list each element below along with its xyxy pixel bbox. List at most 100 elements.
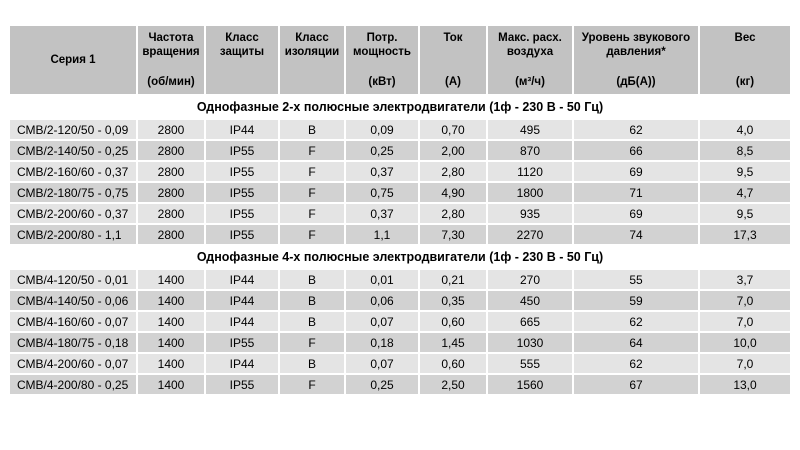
table-body: Однофазные 2-х полюсные электродвигатели… bbox=[10, 96, 790, 394]
value-cell: 1400 bbox=[138, 270, 204, 289]
value-cell: 935 bbox=[488, 204, 572, 223]
value-cell: 69 bbox=[574, 162, 698, 181]
value-cell: 555 bbox=[488, 354, 572, 373]
value-cell: IP55 bbox=[206, 375, 278, 394]
value-cell: 0,21 bbox=[420, 270, 486, 289]
value-cell: 17,3 bbox=[700, 225, 790, 244]
column-label: Частота вращения bbox=[142, 32, 200, 59]
value-cell: 1030 bbox=[488, 333, 572, 352]
column-label: Вес bbox=[734, 32, 756, 44]
section-title-row: Однофазные 2-х полюсные электродвигатели… bbox=[10, 96, 790, 118]
column-header-2: Класс защиты bbox=[206, 26, 278, 94]
value-cell: 62 bbox=[574, 354, 698, 373]
column-header-6: Макс. расх. воздуха (м³/ч) bbox=[488, 26, 572, 94]
value-cell: 1400 bbox=[138, 354, 204, 373]
section-title-row: Однофазные 4-х полюсные электродвигатели… bbox=[10, 246, 790, 268]
column-header-7: Уровень звукового давления* (дБ(А)) bbox=[574, 26, 698, 94]
value-cell: 59 bbox=[574, 291, 698, 310]
value-cell: 1400 bbox=[138, 375, 204, 394]
model-cell: СМВ/2-160/60 - 0,37 bbox=[10, 162, 136, 181]
value-cell: F bbox=[280, 225, 344, 244]
model-cell: СМВ/2-200/80 - 1,1 bbox=[10, 225, 136, 244]
table-row: СМВ/2-200/60 - 0,37 2800 IP55 F 0,37 2,80 935 6… bbox=[10, 204, 790, 223]
value-cell: IP55 bbox=[206, 183, 278, 202]
model-cell: СМВ/2-180/75 - 0,75 bbox=[10, 183, 136, 202]
value-cell: 2800 bbox=[138, 141, 204, 160]
value-cell: 66 bbox=[574, 141, 698, 160]
value-cell: 4,90 bbox=[420, 183, 486, 202]
column-header-wrap: Класс изоляции bbox=[283, 31, 341, 89]
value-cell: IP55 bbox=[206, 333, 278, 352]
value-cell: B bbox=[280, 120, 344, 139]
value-cell: 62 bbox=[574, 312, 698, 331]
value-cell: 2,00 bbox=[420, 141, 486, 160]
column-header-wrap: Вес (кг) bbox=[703, 31, 787, 89]
value-cell: B bbox=[280, 291, 344, 310]
model-cell: СМВ/4-200/60 - 0,07 bbox=[10, 354, 136, 373]
model-cell: СМВ/4-120/50 - 0,01 bbox=[10, 270, 136, 289]
section-title: Однофазные 2-х полюсные электродвигатели… bbox=[10, 96, 790, 118]
value-cell: 0,09 bbox=[346, 120, 418, 139]
model-cell: СМВ/4-160/60 - 0,07 bbox=[10, 312, 136, 331]
value-cell: 665 bbox=[488, 312, 572, 331]
column-unit: (м³/ч) bbox=[515, 75, 545, 88]
value-cell: 1120 bbox=[488, 162, 572, 181]
value-cell: F bbox=[280, 204, 344, 223]
table-head: Серия 1 Частота вращения (об/мин) Класс защ… bbox=[10, 26, 790, 94]
value-cell: IP55 bbox=[206, 141, 278, 160]
column-label: Потр. мощность bbox=[353, 32, 411, 59]
table-row: СМВ/2-120/50 - 0,09 2800 IP44 B 0,09 0,70 495 6… bbox=[10, 120, 790, 139]
value-cell: 270 bbox=[488, 270, 572, 289]
value-cell: 9,5 bbox=[700, 204, 790, 223]
model-cell: СМВ/2-140/50 - 0,25 bbox=[10, 141, 136, 160]
value-cell: 4,7 bbox=[700, 183, 790, 202]
value-cell: 69 bbox=[574, 204, 698, 223]
value-cell: 0,60 bbox=[420, 312, 486, 331]
column-header-4: Потр. мощность (кВт) bbox=[346, 26, 418, 94]
value-cell: 7,0 bbox=[700, 312, 790, 331]
value-cell: F bbox=[280, 183, 344, 202]
column-label: Серия 1 bbox=[50, 53, 96, 66]
model-cell: СМВ/4-180/75 - 0,18 bbox=[10, 333, 136, 352]
column-label: Ток bbox=[443, 32, 463, 44]
model-cell: СМВ/4-200/80 - 0,25 bbox=[10, 375, 136, 394]
value-cell: 2800 bbox=[138, 162, 204, 181]
value-cell: 71 bbox=[574, 183, 698, 202]
value-cell: 8,5 bbox=[700, 141, 790, 160]
value-cell: 1400 bbox=[138, 291, 204, 310]
section-title: Однофазные 4-х полюсные электродвигатели… bbox=[10, 246, 790, 268]
value-cell: 0,01 bbox=[346, 270, 418, 289]
value-cell: F bbox=[280, 162, 344, 181]
value-cell: 2800 bbox=[138, 120, 204, 139]
value-cell: 64 bbox=[574, 333, 698, 352]
table-row: СМВ/4-180/75 - 0,18 1400 IP55 F 0,18 1,45 1030… bbox=[10, 333, 790, 352]
column-header-wrap: Класс защиты bbox=[209, 31, 275, 89]
value-cell: 9,5 bbox=[700, 162, 790, 181]
column-header-wrap: Уровень звукового давления* (дБ(А)) bbox=[577, 31, 695, 89]
value-cell: 7,0 bbox=[700, 291, 790, 310]
column-unit: (дБ(А)) bbox=[616, 75, 656, 88]
column-header-3: Класс изоляции bbox=[280, 26, 344, 94]
table-row: СМВ/4-200/60 - 0,07 1400 IP44 B 0,07 0,60 555 6… bbox=[10, 354, 790, 373]
value-cell: 0,35 bbox=[420, 291, 486, 310]
column-unit: (кг) bbox=[735, 75, 755, 88]
value-cell: B bbox=[280, 270, 344, 289]
column-label: Уровень звукового давления* bbox=[581, 32, 691, 59]
value-cell: 0,75 bbox=[346, 183, 418, 202]
value-cell: 7,0 bbox=[700, 354, 790, 373]
header-row: Серия 1 Частота вращения (об/мин) Класс защ… bbox=[10, 26, 790, 94]
value-cell: F bbox=[280, 375, 344, 394]
motor-spec-table: Серия 1 Частота вращения (об/мин) Класс защ… bbox=[8, 24, 792, 396]
value-cell: 3,7 bbox=[700, 270, 790, 289]
value-cell: 0,06 bbox=[346, 291, 418, 310]
value-cell: 2,50 bbox=[420, 375, 486, 394]
column-label: Макс. расх. воздуха bbox=[498, 32, 562, 59]
value-cell: 0,18 bbox=[346, 333, 418, 352]
value-cell: 1400 bbox=[138, 333, 204, 352]
value-cell: 2,80 bbox=[420, 204, 486, 223]
value-cell: B bbox=[280, 312, 344, 331]
table-row: СМВ/2-160/60 - 0,37 2800 IP55 F 0,37 2,80 1120… bbox=[10, 162, 790, 181]
value-cell: 0,07 bbox=[346, 312, 418, 331]
model-cell: СМВ/2-120/50 - 0,09 bbox=[10, 120, 136, 139]
value-cell: 4,0 bbox=[700, 120, 790, 139]
